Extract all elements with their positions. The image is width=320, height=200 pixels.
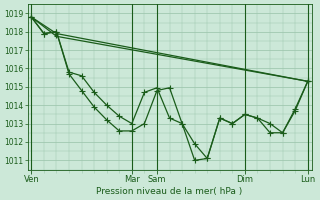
X-axis label: Pression niveau de la mer( hPa ): Pression niveau de la mer( hPa ) — [96, 187, 243, 196]
